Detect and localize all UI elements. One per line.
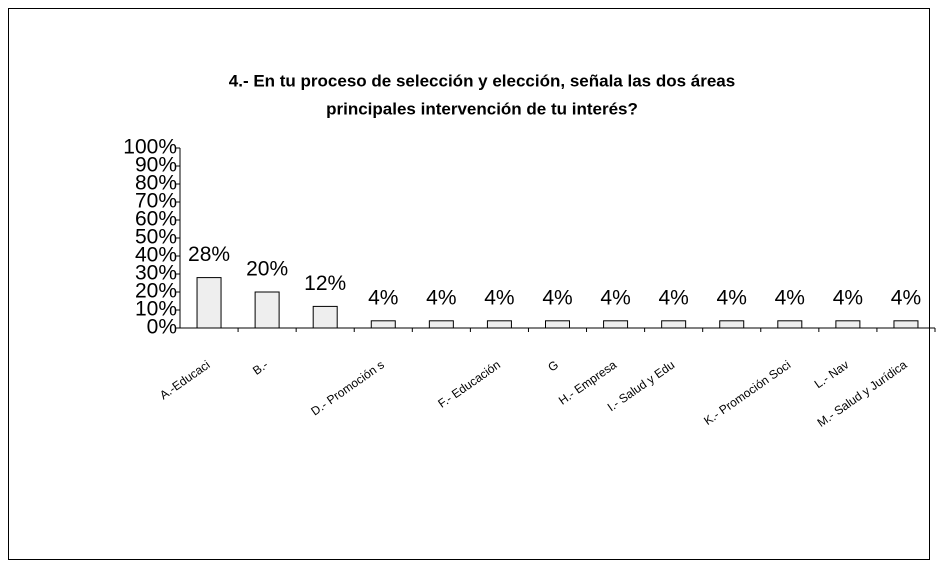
value-label: 4% xyxy=(600,286,630,309)
y-tick-label: 40% xyxy=(135,244,177,267)
bar xyxy=(603,320,629,329)
y-tick-label: 60% xyxy=(135,208,177,231)
chart-title: principales intervención de tu interés? xyxy=(326,99,638,118)
y-tick-label: 20% xyxy=(135,280,177,303)
bar xyxy=(486,320,512,329)
value-label: 4% xyxy=(891,286,921,309)
y-tick-label: 100% xyxy=(123,136,177,159)
bar xyxy=(254,291,280,329)
bar xyxy=(370,320,396,329)
value-label: 4% xyxy=(368,286,398,309)
bar xyxy=(661,320,687,329)
y-tick-label: 0% xyxy=(147,316,177,339)
y-tick-label: 70% xyxy=(135,190,177,213)
chart-frame xyxy=(8,8,930,560)
y-tick-label: 30% xyxy=(135,262,177,285)
chart-title: 4.- En tu proceso de selección y elecció… xyxy=(229,71,735,90)
value-label: 20% xyxy=(246,258,288,281)
y-tick-label: 90% xyxy=(135,154,177,177)
bar xyxy=(719,320,745,329)
value-label: 4% xyxy=(717,286,747,309)
value-label: 4% xyxy=(542,286,572,309)
value-label: 4% xyxy=(426,286,456,309)
value-label: 4% xyxy=(775,286,805,309)
bar xyxy=(777,320,803,329)
bar xyxy=(893,320,919,329)
value-label: 4% xyxy=(833,286,863,309)
value-label: 4% xyxy=(658,286,688,309)
value-label: 4% xyxy=(484,286,514,309)
value-label: 28% xyxy=(188,243,230,266)
bar xyxy=(312,305,338,329)
bar xyxy=(196,277,222,329)
y-tick-label: 80% xyxy=(135,172,177,195)
y-tick-label: 10% xyxy=(135,298,177,321)
bar xyxy=(545,320,570,329)
bar xyxy=(835,320,861,329)
value-label: 12% xyxy=(304,272,346,295)
y-tick-label: 50% xyxy=(135,226,177,249)
bar xyxy=(428,320,454,329)
